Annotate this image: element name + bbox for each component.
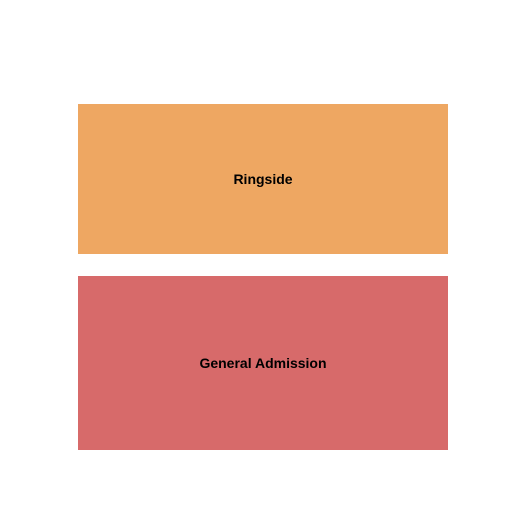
seating-chart: Ringside General Admission [0, 0, 525, 525]
section-label-ringside: Ringside [233, 171, 292, 187]
section-label-general-admission: General Admission [199, 355, 326, 371]
section-ringside[interactable]: Ringside [78, 104, 448, 254]
section-general-admission[interactable]: General Admission [78, 276, 448, 450]
